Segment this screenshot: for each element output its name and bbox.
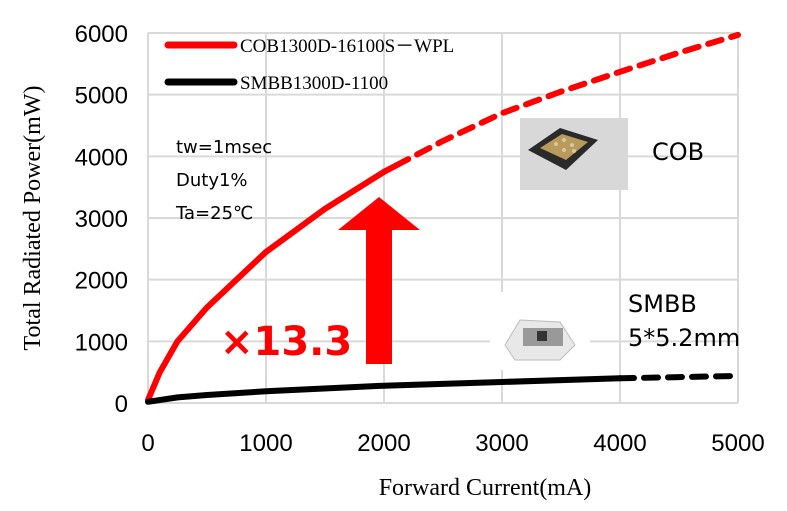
y-ticks: 0 1000 2000 3000 4000 5000 6000: [75, 21, 128, 418]
y-tick-label: 3000: [75, 206, 128, 233]
x-axis-label: Forward Current(mA): [379, 475, 592, 501]
series-line-0-solid: [145, 162, 399, 403]
condition-pulse-width: tw=1msec: [176, 137, 272, 158]
grid: [147, 32, 739, 404]
x-ticks: 0 1000 2000 3000 4000 5000: [141, 430, 764, 457]
x-tick-label: 4000: [593, 430, 646, 457]
y-tick-label: 0: [115, 391, 128, 418]
smbb-photo: [490, 292, 590, 370]
condition-duty: Duty1%: [176, 170, 248, 191]
x-tick-label: 2000: [357, 430, 410, 457]
series-line-1-solid: [145, 375, 623, 405]
series-lines: [145, 31, 741, 405]
legend-label-cob: COB1300D-16100S－WPL: [240, 36, 454, 57]
x-tick-label: 5000: [711, 430, 764, 457]
x-tick-label: 0: [141, 430, 154, 457]
cob-photo: [520, 118, 628, 190]
legend: COB1300D-16100S－WPL SMBB1300D-1100: [164, 36, 454, 94]
cob-label: COB: [652, 138, 704, 166]
y-tick-label: 1000: [75, 329, 128, 356]
multiplier-label: ×13.3: [220, 319, 352, 365]
series-line-0-dashed: [392, 31, 741, 169]
y-tick-label: 5000: [75, 83, 128, 110]
x-tick-label: 3000: [475, 430, 528, 457]
y-axis-label: Total Radiated Power(mW): [20, 86, 46, 351]
legend-label-smbb: SMBB1300D-1100: [240, 73, 388, 94]
smbb-label: SMBB: [628, 290, 697, 318]
y-tick-label: 4000: [75, 144, 128, 171]
series-line-1-dashed: [617, 372, 741, 382]
up-arrow: [338, 197, 420, 364]
y-tick-label: 2000: [75, 268, 128, 295]
condition-temperature: Ta=25℃: [175, 203, 253, 224]
smbb-size-label: 5*5.2mm: [628, 324, 740, 352]
x-tick-label: 1000: [239, 430, 292, 457]
y-tick-label: 6000: [75, 21, 128, 48]
